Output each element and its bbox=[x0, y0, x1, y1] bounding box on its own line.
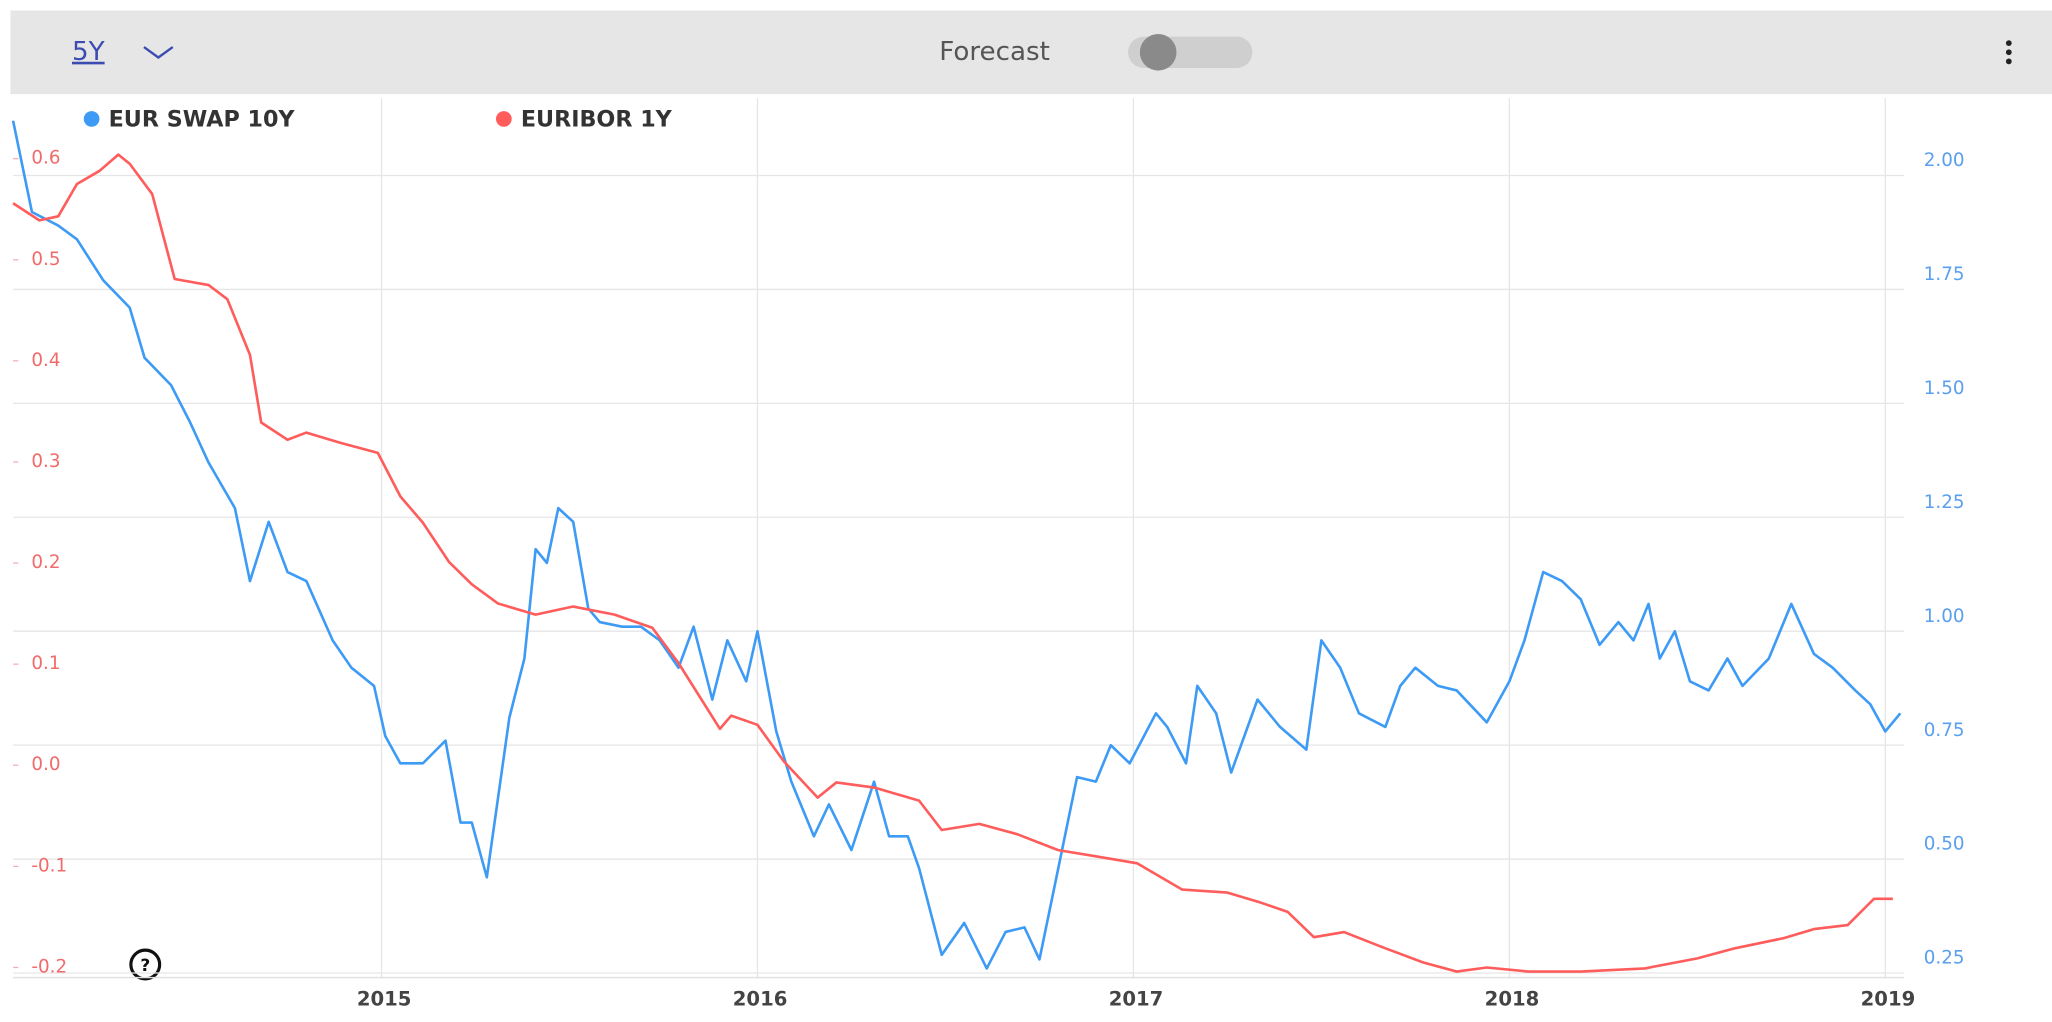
legend-label: EUR SWAP 10Y bbox=[109, 107, 296, 133]
y-tick-label: -0.2 bbox=[31, 956, 67, 977]
y-tick-label: -0.1 bbox=[31, 855, 67, 876]
series-line bbox=[12, 153, 1893, 973]
toolbar bbox=[10, 10, 2052, 95]
legend-marker bbox=[495, 111, 512, 127]
toggle-knob[interactable] bbox=[1139, 33, 1177, 71]
y-tick-label: 0.4 bbox=[31, 350, 60, 371]
y2-tick-label: 2.00 bbox=[1924, 150, 1965, 171]
x-tick-label: 2015 bbox=[357, 987, 412, 1010]
series-line bbox=[11, 120, 1902, 970]
y2-tick-label: 1.00 bbox=[1924, 606, 1965, 627]
y-tick-label: 0.3 bbox=[31, 451, 60, 472]
menu-dot[interactable] bbox=[2005, 40, 2012, 47]
x-tick-label: 2016 bbox=[733, 987, 788, 1010]
y-tick-label: 0.0 bbox=[31, 754, 60, 775]
forecast-label: Forecast bbox=[939, 37, 1050, 67]
legend-label: EURIBOR 1Y bbox=[521, 107, 673, 133]
menu-button[interactable] bbox=[2005, 40, 2012, 65]
menu-dot[interactable] bbox=[2005, 58, 2012, 65]
y-tick-label: 0.2 bbox=[31, 552, 60, 573]
range-selector[interactable]: 5Y bbox=[72, 37, 106, 67]
y2-tick-label: 0.25 bbox=[1924, 948, 1965, 969]
menu-dot[interactable] bbox=[2005, 49, 2012, 56]
help-icon-mark[interactable]: ? bbox=[140, 956, 150, 976]
y2-tick-label: 0.75 bbox=[1924, 720, 1965, 741]
y2-tick-label: 0.50 bbox=[1924, 834, 1965, 855]
x-tick-label: 2019 bbox=[1861, 987, 1916, 1010]
y2-tick-label: 1.25 bbox=[1924, 492, 1965, 513]
y2-tick-label: 1.75 bbox=[1924, 264, 1965, 285]
x-tick-label: 2018 bbox=[1485, 987, 1540, 1010]
y-tick-label: 0.1 bbox=[31, 653, 60, 674]
y2-tick-label: 1.50 bbox=[1924, 378, 1965, 399]
help-icon[interactable] bbox=[129, 948, 162, 981]
y-tick-label: 0.5 bbox=[31, 249, 60, 270]
legend-marker bbox=[83, 111, 100, 127]
range-chevron[interactable] bbox=[143, 46, 174, 59]
y-tick-label: 0.6 bbox=[31, 148, 60, 169]
x-tick-label: 2017 bbox=[1109, 987, 1164, 1010]
